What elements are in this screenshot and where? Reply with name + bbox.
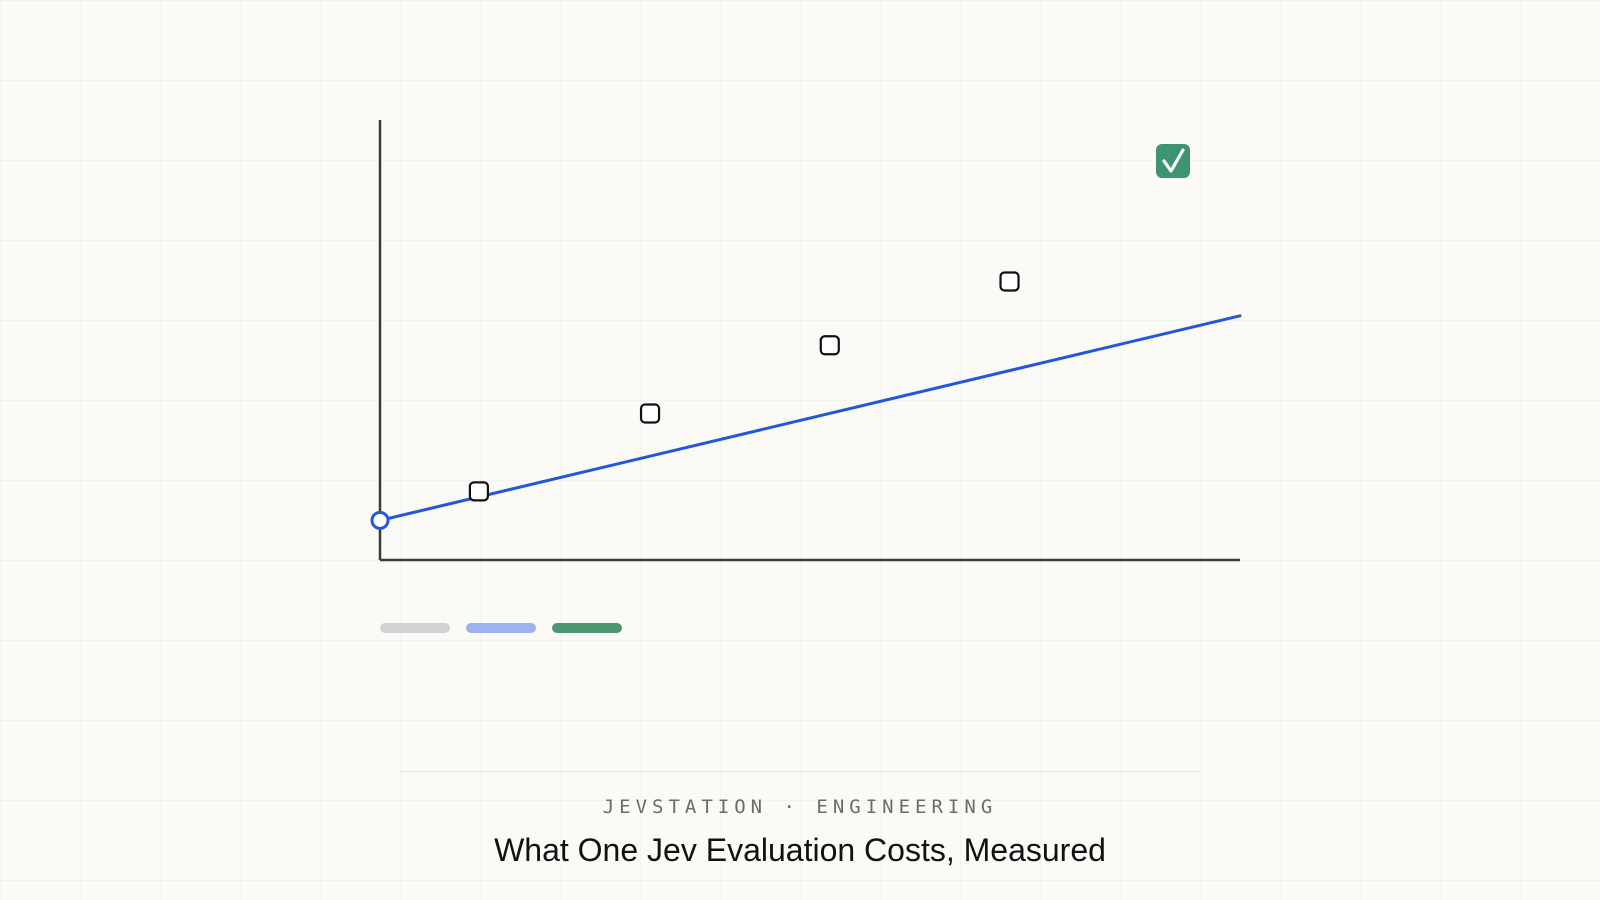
check-badge-icon <box>1156 144 1190 178</box>
intercept-marker <box>370 510 390 530</box>
data-point-1 <box>468 481 489 502</box>
data-point-3 <box>819 335 840 356</box>
check-mark-icon <box>1162 148 1185 173</box>
legend-swatch-2 <box>466 623 536 633</box>
legend-swatch-1 <box>380 623 450 633</box>
page-title: What One Jev Evaluation Costs, Measured <box>494 832 1106 868</box>
brand-eyebrow: JEVSTATION · ENGINEERING <box>602 796 998 818</box>
footer-divider <box>400 771 1200 772</box>
data-point-2 <box>639 403 661 424</box>
data-point-4 <box>999 271 1020 292</box>
legend <box>380 623 622 633</box>
legend-swatch-3 <box>552 623 622 633</box>
fit-line <box>378 314 1242 522</box>
